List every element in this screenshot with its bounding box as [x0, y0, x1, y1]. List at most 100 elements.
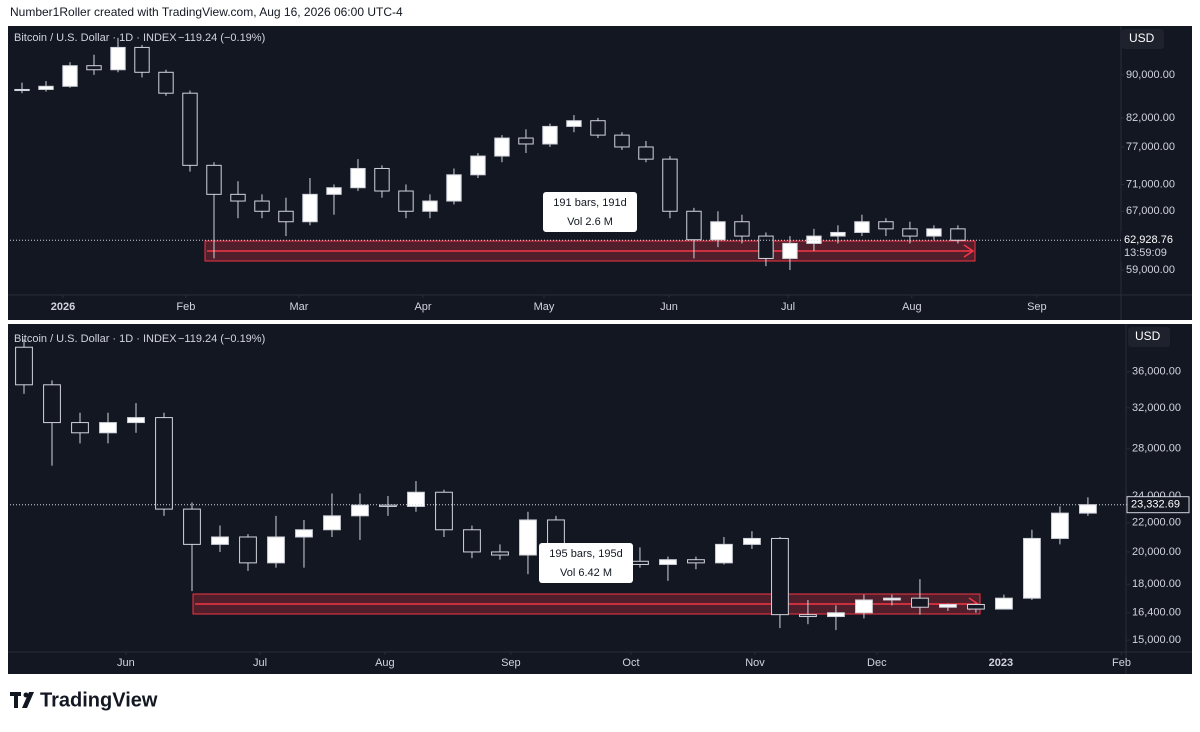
candle-body — [183, 508, 201, 545]
symbol-legend: Bitcoin / U.S. Dollar · 1D · INDEX — [14, 32, 177, 44]
change-legend: −119.24 (−0.19%) — [178, 333, 265, 345]
y-tick-label: 28,000.00 — [1132, 443, 1181, 455]
measure-text: Vol 6.42 M — [560, 567, 612, 579]
candle-body — [614, 134, 630, 148]
candle-body — [15, 346, 33, 386]
candle-body — [326, 187, 342, 195]
candle-body — [715, 543, 733, 564]
measure-box — [543, 192, 637, 232]
candle-body — [830, 231, 846, 237]
candle-body — [302, 193, 318, 223]
candle-body — [659, 559, 677, 565]
candle-body — [470, 155, 486, 176]
last-price-badge — [1121, 231, 1189, 262]
candle-body — [379, 504, 397, 507]
candle-body — [519, 519, 537, 556]
candle-body — [806, 235, 822, 244]
candle-body — [295, 529, 313, 538]
candle-body — [99, 422, 117, 434]
x-tick-label: Dec — [867, 657, 887, 669]
candle-body — [743, 537, 761, 545]
candle-body — [446, 174, 462, 202]
candle-body — [1023, 537, 1041, 599]
candle-body — [638, 146, 654, 160]
candle-body — [463, 529, 481, 553]
candle-body — [1051, 512, 1069, 539]
measure-text: 195 bars, 195d — [549, 548, 622, 560]
candle-body — [230, 193, 246, 202]
countdown: 13:59:09 — [1124, 247, 1167, 259]
y-tick-label: 18,000.00 — [1132, 578, 1181, 590]
candle-body — [435, 491, 453, 531]
candle-body — [686, 210, 702, 241]
x-tick-label: 2023 — [989, 657, 1013, 669]
candle-body — [350, 167, 366, 189]
brand-name: TradingView — [40, 689, 158, 711]
y-tick-label: 67,000.00 — [1126, 205, 1175, 217]
candle-body — [494, 137, 510, 157]
candle-body — [398, 190, 414, 212]
candle-body — [855, 599, 873, 614]
candle-body — [710, 221, 726, 241]
last-price-badge — [1126, 496, 1190, 514]
candle-body — [158, 71, 174, 94]
candle-body — [351, 504, 369, 517]
y-tick-label: 15,000.00 — [1132, 634, 1181, 646]
candle-body — [374, 167, 390, 192]
candle-body — [211, 536, 229, 545]
x-tick-label: Aug — [902, 301, 922, 313]
y-tick-label: 90,000.00 — [1126, 69, 1175, 81]
x-tick-label: Nov — [745, 657, 765, 669]
y-tick-label: 36,000.00 — [1132, 366, 1181, 378]
currency: USD — [1129, 31, 1155, 45]
candle-body — [14, 88, 30, 92]
symbol-legend: Bitcoin / U.S. Dollar · 1D · INDEX — [14, 333, 177, 345]
candle-body — [239, 536, 257, 564]
panel-top — [8, 26, 1192, 320]
candle-body — [43, 384, 61, 424]
currency-badge — [1128, 327, 1170, 347]
measure-text: Vol 2.6 M — [567, 216, 613, 228]
candle-body — [38, 85, 54, 90]
y-tick-label: 82,000.00 — [1126, 112, 1175, 124]
candle-body — [542, 125, 558, 145]
candle-body — [278, 210, 294, 223]
last-price-label: 62,928.76 — [1124, 234, 1173, 246]
candle-body — [182, 92, 198, 166]
candle-body — [407, 491, 425, 507]
candle-body — [134, 46, 150, 73]
candle-body — [323, 515, 341, 531]
candle-body — [631, 560, 649, 565]
y-tick-label: 71,000.00 — [1126, 178, 1175, 190]
candle-body — [967, 603, 985, 610]
currency: USD — [1135, 329, 1161, 343]
credit: Number1Roller created with TradingView.c… — [10, 5, 403, 19]
candle-body — [110, 46, 126, 71]
candle-body — [254, 200, 270, 212]
candle-body — [911, 597, 929, 608]
last-price-label: 23,332.69 — [1131, 499, 1180, 511]
candle-body — [1079, 504, 1097, 514]
candle-body — [518, 137, 534, 145]
y-tick-label: 77,000.00 — [1126, 141, 1175, 153]
y-tick-label: 16,400.00 — [1132, 607, 1181, 619]
candle-body — [267, 536, 285, 564]
x-tick-label: Apr — [414, 301, 431, 313]
candle-body — [827, 612, 845, 618]
candle-body — [127, 417, 145, 424]
candle-body — [62, 65, 78, 87]
x-tick-label: Jun — [660, 301, 678, 313]
y-tick-label: 32,000.00 — [1132, 402, 1181, 414]
currency-badge — [1122, 29, 1164, 49]
candle-body — [662, 158, 678, 212]
x-tick-label: Jul — [253, 657, 267, 669]
candle-body — [950, 228, 966, 241]
panel-bottom — [8, 324, 1192, 674]
candle-body — [883, 597, 901, 601]
change-legend: −119.24 (−0.19%) — [178, 32, 265, 44]
candle-body — [995, 597, 1013, 610]
candle-body — [687, 559, 705, 564]
x-tick-label: Jun — [117, 657, 135, 669]
candle-body — [155, 417, 173, 510]
